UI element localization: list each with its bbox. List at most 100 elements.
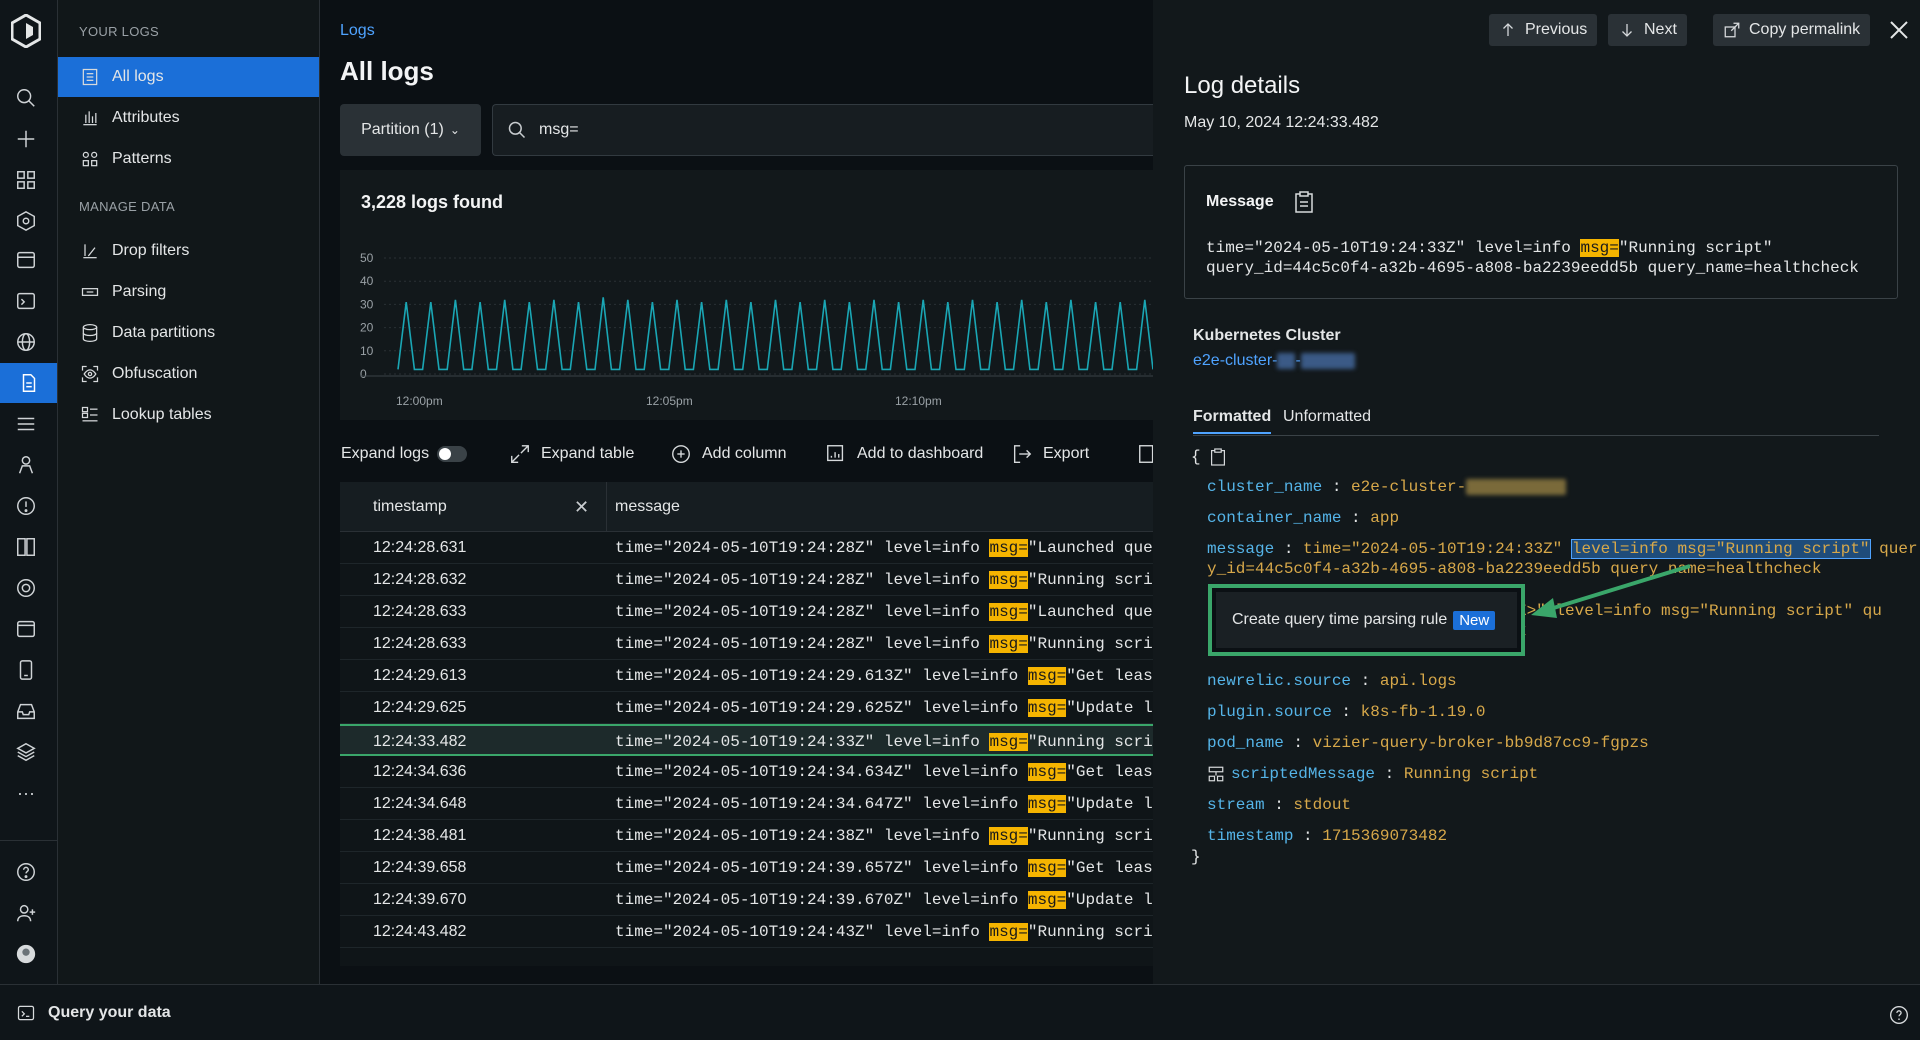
message-pre: time="2024-05-10T19:24:33Z" level=info	[1206, 239, 1581, 257]
partition-dropdown[interactable]: Partition (1) ⌄	[340, 104, 481, 156]
help-icon[interactable]	[1889, 1005, 1909, 1025]
search-input[interactable]: msg=	[492, 104, 1153, 156]
export-button[interactable]: Export	[1011, 436, 1089, 472]
add-to-dashboard-button[interactable]: Add to dashboard	[825, 436, 983, 472]
expand-logs-toggle[interactable]: Expand logs	[341, 436, 468, 472]
clipboard-icon[interactable]	[1294, 191, 1314, 213]
attr-newrelic-source[interactable]: newrelic.source : api.logs	[1207, 672, 1457, 690]
sidebar-item-data-partitions[interactable]: Data partitions	[58, 313, 319, 353]
toggle-switch[interactable]	[437, 446, 468, 462]
more-toolbar-icon[interactable]	[1137, 436, 1159, 472]
table-row[interactable]: 12:24:43.482 time="2024-05-10T19:24:43Z" …	[340, 916, 1153, 948]
expand-table-button[interactable]: Expand table	[509, 436, 634, 472]
attr-plugin-source[interactable]: plugin.source : k8s-fb-1.19.0	[1207, 703, 1486, 721]
clipboard-icon[interactable]	[1210, 448, 1226, 466]
column-divider[interactable]	[606, 482, 607, 532]
arrow-up-icon	[1503, 23, 1513, 36]
sidebar-item-parsing[interactable]: Parsing	[58, 272, 319, 312]
avatar[interactable]	[12, 940, 40, 968]
sidebar-item-patterns[interactable]: Patterns	[58, 139, 319, 179]
row-message: time="2024-05-10T19:24:43Z" level=info m…	[615, 923, 1153, 941]
breadcrumb[interactable]: Logs	[340, 22, 375, 39]
table-row[interactable]: 12:24:29.625 time="2024-05-10T19:24:29.62…	[340, 692, 1153, 724]
search-icon	[508, 121, 526, 139]
table-row[interactable]: 12:24:29.613 time="2024-05-10T19:24:29.61…	[340, 660, 1153, 692]
table-row[interactable]: 12:24:34.636 time="2024-05-10T19:24:34.63…	[340, 756, 1153, 788]
apps-grid-icon[interactable]	[12, 166, 40, 194]
attr-stream[interactable]: stream : stdout	[1207, 796, 1352, 814]
sidebar-item-drop-filters[interactable]: Drop filters	[58, 231, 319, 271]
message-line2: query_id=44c5c0f4-a32b-4695-a808-ba2239e…	[1206, 259, 1859, 277]
mobile-icon[interactable]	[12, 656, 40, 684]
attr-timestamp[interactable]: timestamp : 1715369073482	[1207, 827, 1448, 845]
add-user-icon[interactable]	[12, 899, 40, 927]
window-icon[interactable]	[12, 615, 40, 643]
message-label: Message	[1206, 193, 1274, 210]
close-icon[interactable]	[1887, 18, 1911, 42]
dashboards-icon[interactable]	[12, 533, 40, 561]
attr-scripted-message[interactable]: scriptedMessage : Running script	[1207, 765, 1538, 783]
next-button[interactable]: Next	[1608, 14, 1687, 46]
rail-divider	[0, 840, 57, 841]
column-header-timestamp[interactable]: timestamp	[373, 498, 447, 515]
previous-button[interactable]: Previous	[1489, 14, 1598, 46]
target-icon[interactable]	[12, 574, 40, 602]
details-title: Log details	[1184, 72, 1301, 99]
table-row[interactable]: 12:24:39.658 time="2024-05-10T19:24:39.65…	[340, 852, 1153, 884]
parsing-rule-callout: Create query time parsing rule New	[1208, 584, 1525, 656]
table-row[interactable]: 12:24:33.482 time="2024-05-10T19:24:33Z" …	[340, 724, 1153, 756]
arrow-down-icon	[1622, 24, 1632, 37]
create-parsing-rule-menu-item[interactable]: Create query time parsing rule New	[1216, 592, 1517, 648]
y-tick-label: 50	[360, 251, 374, 265]
table-row[interactable]: 12:24:38.481 time="2024-05-10T19:24:38Z" …	[340, 820, 1153, 852]
close-icon[interactable]: ✕	[574, 497, 590, 517]
new-relic-logo-icon[interactable]	[11, 14, 41, 48]
redacted-block	[1277, 352, 1296, 369]
more-icon[interactable]: ···	[17, 782, 35, 803]
sidebar-item-lookup-tables[interactable]: Lookup tables	[58, 395, 319, 435]
browser-icon[interactable]	[12, 246, 40, 274]
add-icon[interactable]	[12, 125, 40, 153]
apm-icon[interactable]	[12, 207, 40, 235]
kubernetes-cluster-link[interactable]: e2e-cluster- -	[1193, 352, 1355, 370]
table-row[interactable]: 12:24:28.633 time="2024-05-10T19:24:28Z" …	[340, 596, 1153, 628]
table-row[interactable]: 12:24:39.670 time="2024-05-10T19:24:39.67…	[340, 884, 1153, 916]
table-row[interactable]: 12:24:34.648 time="2024-05-10T19:24:34.64…	[340, 788, 1153, 820]
message-post: "Running script"	[1618, 239, 1773, 257]
table-row[interactable]: 12:24:28.631 time="2024-05-10T19:24:28Z" …	[340, 532, 1153, 564]
tab-formatted[interactable]: Formatted	[1193, 408, 1272, 434]
terminal-icon[interactable]	[12, 287, 40, 315]
sidebar-item-all-logs[interactable]: All logs	[58, 57, 319, 97]
table-row[interactable]: 12:24:28.633 time="2024-05-10T19:24:28Z" …	[340, 628, 1153, 660]
selected-text[interactable]: level=info msg="Running script"	[1570, 539, 1871, 559]
help-icon[interactable]	[12, 858, 40, 886]
message-body: time="2024-05-10T19:24:33Z" level=info m…	[1206, 238, 1859, 278]
attr-message[interactable]: message : time="2024-05-10T19:24:33Z" le…	[1207, 539, 1918, 559]
search-icon[interactable]	[12, 84, 40, 112]
y-tick-label: 20	[360, 321, 374, 335]
row-message: time="2024-05-10T19:24:28Z" level=info m…	[615, 539, 1153, 557]
attr-container-name[interactable]: container_name : app	[1207, 509, 1400, 527]
column-header-message[interactable]: message	[615, 498, 680, 515]
sidebar-item-attributes[interactable]: Attributes	[58, 98, 319, 138]
sliders-icon[interactable]	[12, 410, 40, 438]
synthetics-icon[interactable]	[12, 451, 40, 479]
bar-chart-icon	[83, 111, 97, 126]
layers-icon[interactable]	[12, 738, 40, 766]
alerts-icon[interactable]	[12, 492, 40, 520]
sidebar-item-obfuscation[interactable]: Obfuscation	[58, 354, 319, 394]
logs-icon[interactable]	[0, 363, 57, 403]
table-row[interactable]: 12:24:28.632 time="2024-05-10T19:24:28Z" …	[340, 564, 1153, 596]
attr-cluster-name[interactable]: cluster_name : e2e-cluster-	[1207, 478, 1567, 496]
query-your-data-button[interactable]: Query your data	[16, 1003, 171, 1023]
inbox-icon[interactable]	[12, 697, 40, 725]
add-column-button[interactable]: Add column	[670, 436, 787, 472]
logs-histogram-chart[interactable]: 50 40 30 20 10 0 12:00pm 12:05pm 12:10pm	[340, 240, 1153, 420]
series-line[interactable]	[397, 297, 1153, 371]
section-label-your-logs: YOUR LOGS	[79, 24, 159, 39]
icon-rail: ···	[0, 0, 58, 984]
attr-pod-name[interactable]: pod_name : vizier-query-broker-bb9d87cc9…	[1207, 734, 1649, 752]
globe-icon[interactable]	[12, 328, 40, 356]
tab-unformatted[interactable]: Unformatted	[1283, 408, 1372, 425]
copy-permalink-button[interactable]: Copy permalink	[1713, 14, 1871, 46]
